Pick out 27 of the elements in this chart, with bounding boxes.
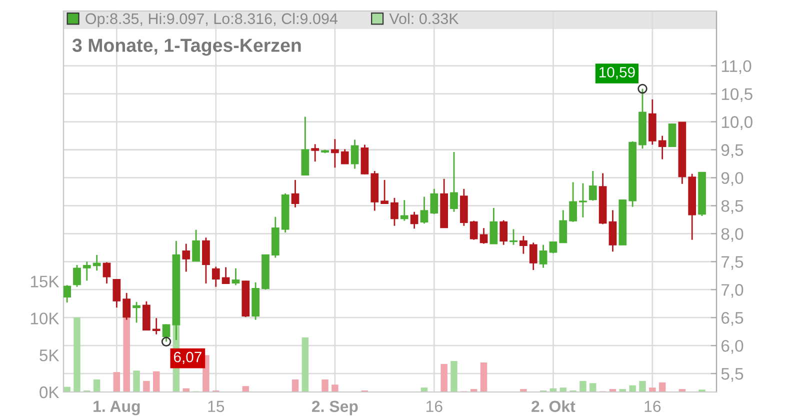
annotation: 10,59 — [599, 66, 635, 80]
legend-label: Vol: 0.33K — [389, 12, 459, 24]
y2-tick-label: 9,0 — [721, 172, 744, 186]
y-tick-label: 5K — [40, 350, 60, 362]
y2-tick-label: 8,0 — [721, 228, 744, 242]
y2-tick-label: 6,0 — [722, 340, 744, 354]
y2-tick-label: 10,5 — [722, 88, 752, 102]
x-tick-label: 1. Aug — [94, 400, 140, 416]
y-tick-label: 10K — [30, 312, 60, 324]
legend-label: Op:8.35, Hi:9.097, Lo:8.316, Cl:9.094 — [86, 12, 338, 28]
x-tick-label: 2. Okt — [532, 400, 576, 412]
y2-tick-label: 5,5 — [721, 368, 744, 382]
y-tick-label: 15K — [30, 276, 60, 288]
y2-tick-label: 6,5 — [722, 312, 744, 326]
y2-tick-label: 8,5 — [721, 200, 744, 214]
y2-tick-label: 10,0 — [722, 116, 752, 130]
annotation: 6,07 — [174, 352, 202, 364]
y2-tick-label: 7,5 — [722, 256, 744, 270]
x-tick-label: 16 — [644, 400, 661, 412]
x-tick-label: 2. Sep — [312, 400, 358, 416]
x-tick-label: 15 — [208, 400, 224, 412]
y2-tick-label: 11,0 — [722, 60, 752, 74]
y2-tick-label: 7,0 — [722, 284, 744, 298]
x-tick-label: 16 — [426, 400, 442, 412]
text: 3 Monate, 1-Tages-Kerzen — [72, 38, 301, 56]
y2-tick-label: 9,5 — [721, 144, 744, 158]
y-tick-label: 0K — [40, 386, 60, 398]
